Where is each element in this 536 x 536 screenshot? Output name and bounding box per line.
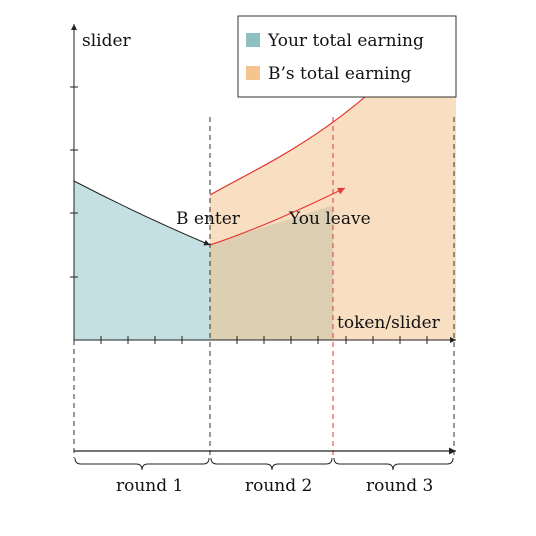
brace-round-1 [74,457,210,471]
x-ticks [100,336,428,344]
legend-box [237,15,457,98]
you-leave-label: You leave [288,209,371,229]
legend-label-your: Your total earning [267,31,424,51]
legend-swatch-your [246,33,260,47]
legend: Your total earning B’s total earning [237,15,457,98]
your-earning-region-round1 [74,181,210,340]
legend-label-b: B’s total earning [268,64,412,84]
x-axis-label: token/slider [337,313,441,333]
legend-swatch-b [246,66,260,80]
round-2-label: round 2 [245,476,312,496]
b-enter-label: B enter [176,209,241,229]
y-ticks [70,86,78,278]
round-3-label: round 3 [366,476,433,496]
brace-round-3 [333,457,454,471]
round-1-label: round 1 [116,476,183,496]
round-braces [74,457,454,471]
your-earning-curve-round2 [209,187,346,246]
brace-round-2 [210,457,333,471]
y-axis-label: slider [82,31,132,51]
overlap-region-round2 [210,205,333,340]
your-earning-curve [73,180,211,246]
